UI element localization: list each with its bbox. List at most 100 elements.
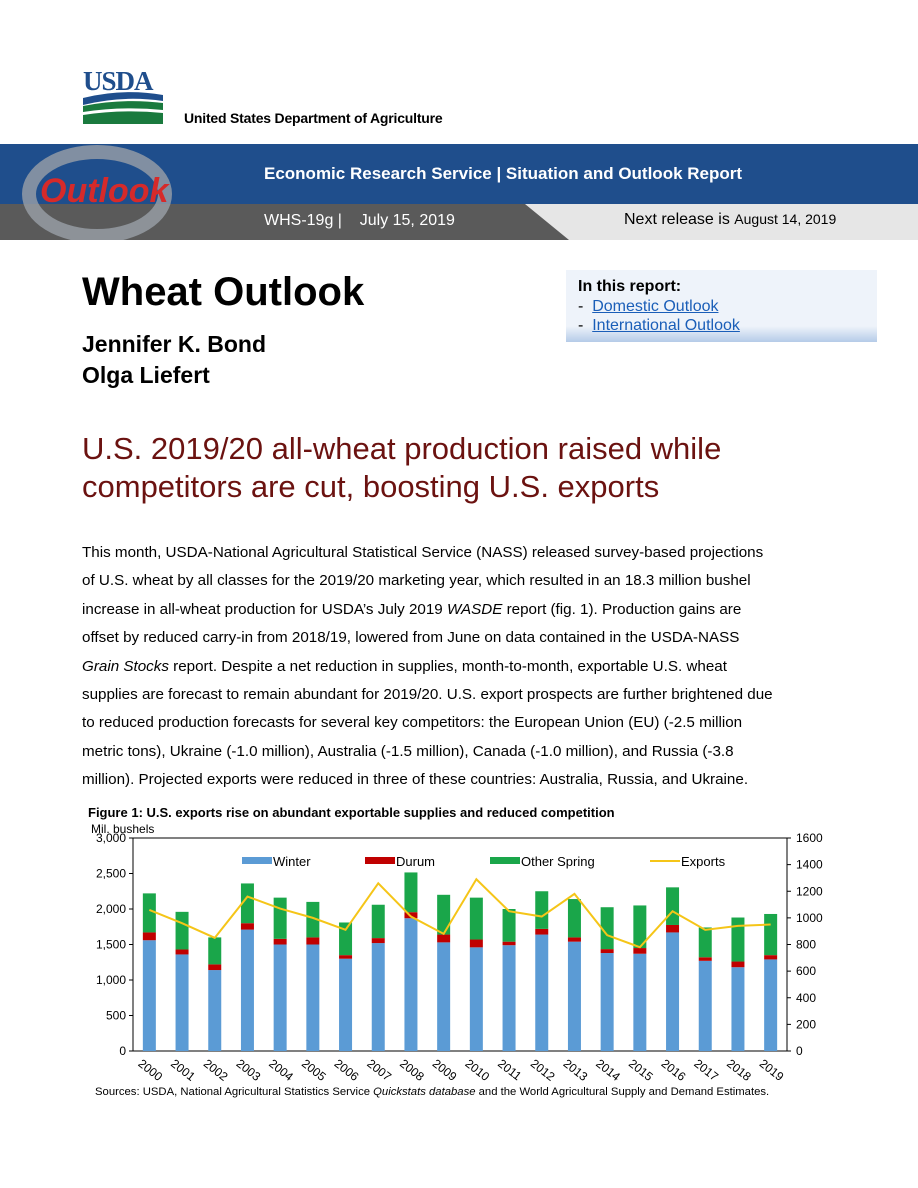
bar-winter [633,953,647,1051]
legend-swatch-other-spring [490,857,520,864]
source-text: and the World Agricultural Supply and De… [475,1086,770,1098]
figure-title: Figure 1: U.S. exports rise on abundant … [88,805,615,820]
plot-frame [132,837,788,1052]
bar-winter [698,960,712,1051]
y-right-tick-label: 400 [796,991,816,1005]
y-right-tick-label: 600 [796,964,816,978]
x-tick-label: 2001 [168,1056,198,1084]
bar-winter [437,942,451,1051]
bar-other-spring [535,891,549,929]
outlook-logo: Outlook [22,145,172,240]
y-left-tick-label: 2,500 [96,867,126,881]
x-tick-label: 2018 [724,1056,754,1084]
bar-winter [208,970,222,1051]
bar-winter [567,941,581,1051]
bar-other-spring [469,897,483,940]
author: Jennifer K. Bond [82,331,267,357]
usda-logo: USDA [83,68,163,124]
bar-durum [600,949,614,954]
x-tick-label: 2002 [201,1056,231,1084]
x-tick-label: 2015 [626,1056,656,1084]
page-title: Wheat Outlook [82,270,365,314]
bar-winter [371,943,385,1051]
bar-winter [600,953,614,1051]
x-tick-label: 2010 [463,1056,493,1084]
bar-durum [731,961,745,968]
bar-other-spring [175,911,189,950]
y-right-tick-label: 800 [796,938,816,952]
report-link-row: - Domestic Outlook [578,298,719,315]
bar-other-spring [306,901,320,938]
x-tick-label: 2000 [136,1056,166,1084]
bar-durum [306,937,320,945]
body-line: of U.S. wheat by all classes for the 201… [82,572,751,590]
bar-durum [666,924,680,933]
bar-durum [240,923,254,930]
bar-winter [142,940,156,1051]
y-right-tick-label: 1000 [796,911,823,925]
x-tick-label: 2016 [659,1056,689,1084]
legend-label-exports: Exports [681,854,726,869]
y-left-tick-label: 0 [119,1044,126,1058]
bar-winter [273,944,287,1051]
x-tick-label: 2008 [397,1056,427,1084]
y-left-tick-label: 2,000 [96,902,126,916]
x-tick-label: 2019 [757,1056,787,1084]
bar-winter [339,958,353,1051]
bar-other-spring [698,927,712,958]
department-name: United States Department of Agriculture [184,110,443,126]
banner-release-panel [525,204,918,240]
y-right-tick-label: 0 [796,1044,803,1058]
y-left-tick-label: 500 [106,1009,126,1023]
bar-other-spring [208,937,222,965]
bar-other-spring [437,894,451,935]
x-tick-label: 2006 [332,1056,362,1084]
y-left-tick-label: 1,000 [96,973,126,987]
body-line: million). Projected exports were reduced… [82,771,749,789]
bar-durum [208,964,222,971]
source-text: Sources: USDA, National Agricultural Sta… [95,1086,374,1098]
bar-durum [469,939,483,948]
bar-durum [698,957,712,961]
report-id: WHS-19g | July 15, 2019 [264,212,455,229]
bar-other-spring [567,899,581,938]
in-this-report-box [566,270,877,342]
body-line: increase in all-wheat production for USD… [82,600,447,618]
body-paragraph: This month, USDA-National Agricultural S… [82,539,842,795]
outlook-logo-text: Outlook [40,172,171,210]
y-right-tick-label: 1200 [796,884,823,898]
bar-other-spring [339,922,353,956]
bar-other-spring [404,872,418,913]
x-tick-label: 2013 [561,1056,591,1084]
line-exports [148,877,771,949]
body-line: This month, USDA-National Agricultural S… [82,544,764,561]
x-tick-label: 2004 [266,1056,296,1084]
domestic-outlook-link[interactable]: Domestic Outlook [592,298,719,315]
x-tick-label: 2003 [234,1056,264,1084]
y-right-tick-label: 1400 [796,858,823,872]
bar-winter [175,954,189,1051]
bar-winter [666,932,680,1051]
y-right-tick-label: 200 [796,1017,816,1031]
figure-source: Sources: USDA, National Agricultural Sta… [95,1086,769,1098]
international-outlook-link[interactable]: International Outlook [592,317,740,334]
bar-winter [764,959,778,1051]
legend-swatch-durum [365,857,395,864]
bar-other-spring [371,904,385,939]
x-tick-label: 2014 [593,1056,623,1084]
bar-winter [535,934,549,1051]
bar-winter [404,918,418,1051]
bar-winter [469,947,483,1051]
y-right-tick-label: 1600 [796,831,823,845]
bar-durum [142,932,156,941]
wasde-italic: WASDE [446,600,503,618]
bar-other-spring [502,909,516,942]
body-line: offset by reduced carry-in from 2018/19,… [82,629,740,647]
body-line: metric tons), Ukraine (-1.0 million), Au… [82,742,734,760]
legend-swatch-winter [242,857,272,864]
next-release: Next release is August 14, 2019 [624,211,836,229]
usda-logo-text: USDA [83,68,154,96]
bar-other-spring [240,883,254,924]
bar-other-spring [600,907,614,950]
bar-winter [306,944,320,1051]
